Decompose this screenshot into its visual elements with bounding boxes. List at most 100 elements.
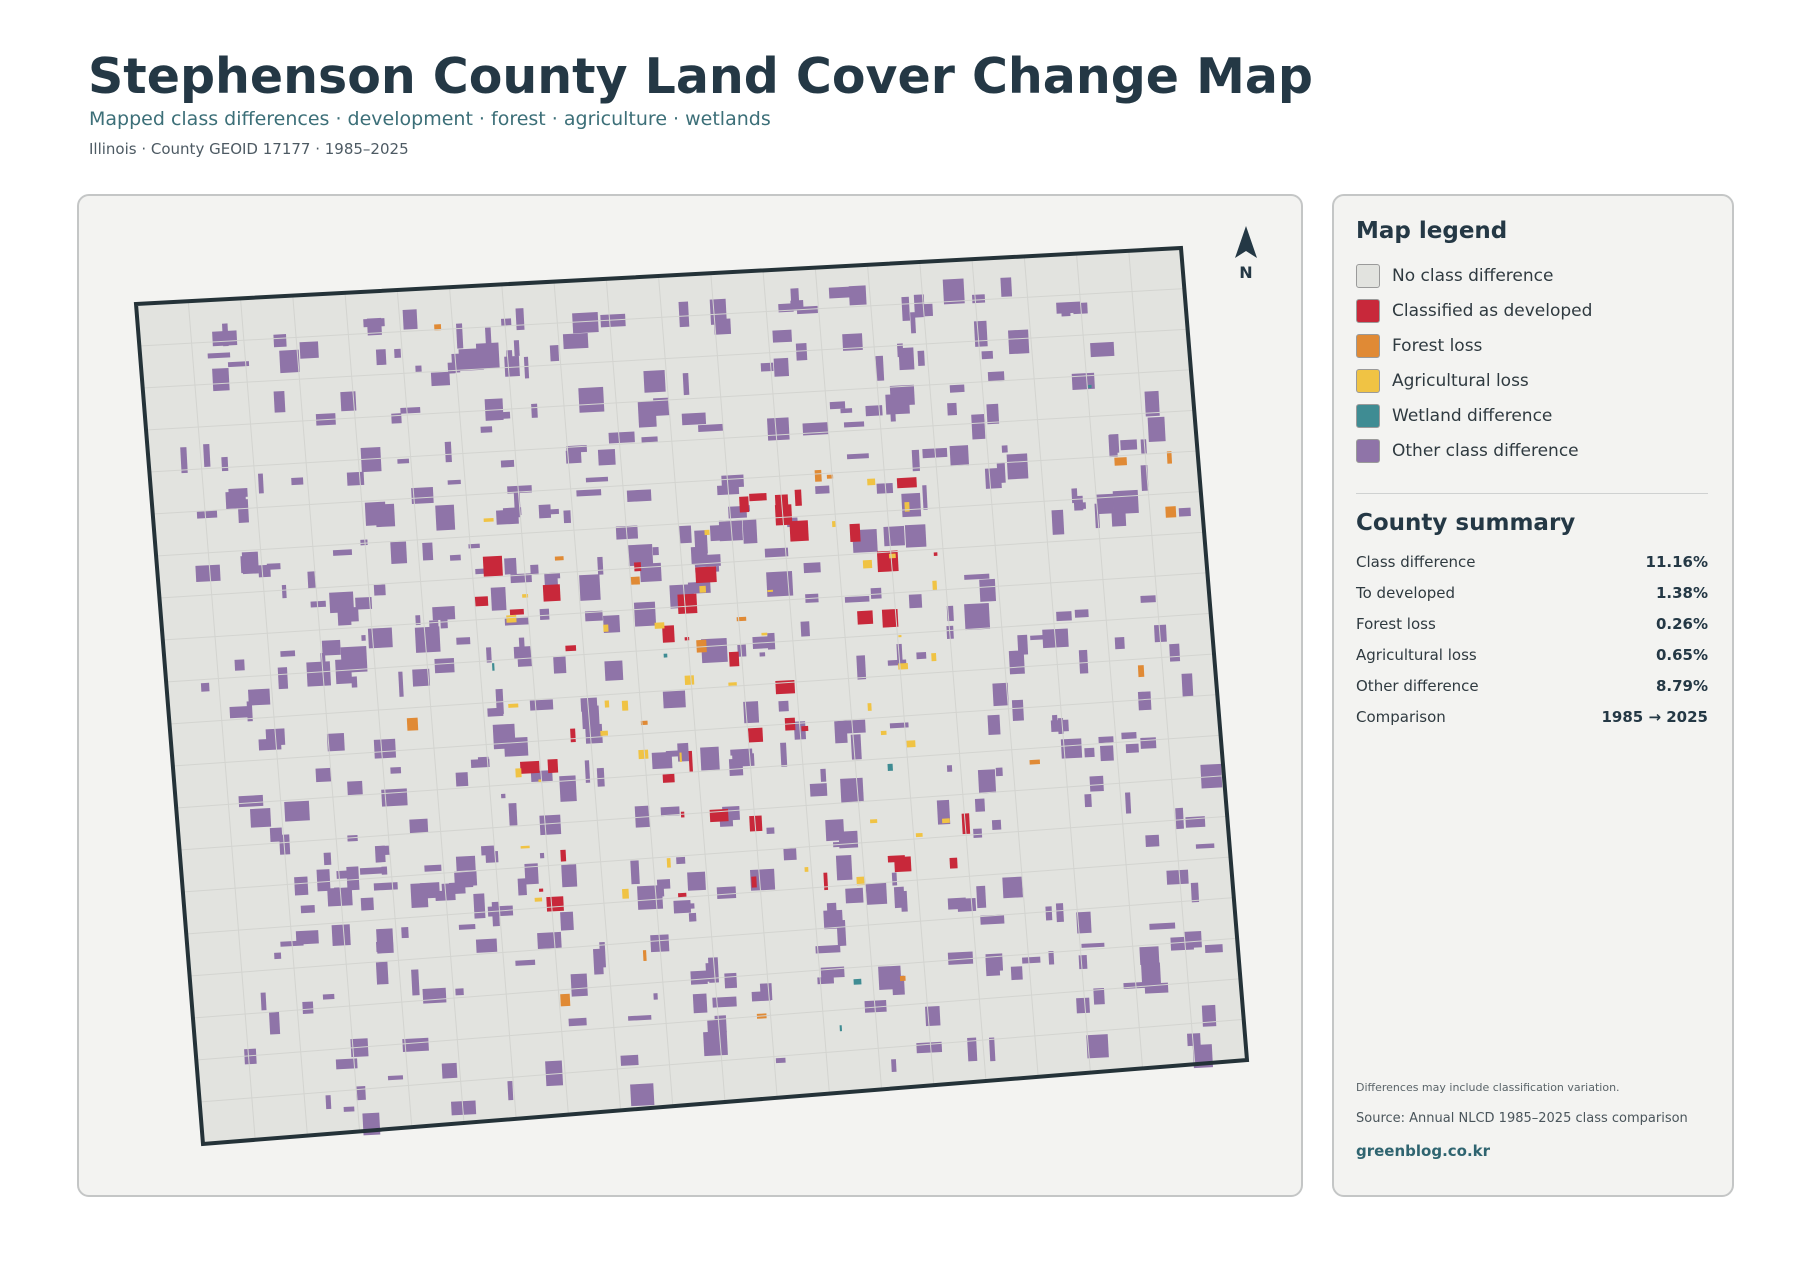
change-patch	[513, 340, 520, 357]
legend-item: Agricultural loss	[1356, 369, 1529, 393]
change-patch	[560, 993, 571, 1007]
change-patch	[229, 705, 250, 719]
change-patch	[742, 519, 758, 544]
change-patch	[626, 489, 652, 502]
change-patch	[1084, 794, 1092, 808]
change-patch	[307, 571, 317, 589]
change-patch	[709, 298, 727, 325]
change-patch	[867, 703, 872, 711]
change-patch	[1029, 759, 1041, 765]
change-patch	[477, 756, 489, 763]
change-patch	[412, 668, 431, 687]
change-patch	[359, 867, 383, 875]
change-patch	[1096, 493, 1115, 515]
change-patch	[581, 705, 600, 730]
change-patch	[890, 412, 896, 422]
change-patch	[1125, 792, 1132, 814]
change-patch	[244, 1048, 257, 1065]
change-patch	[974, 798, 986, 812]
change-patch	[774, 504, 793, 526]
change-patch	[719, 819, 734, 827]
link[interactable]: greenblog.co.kr	[1356, 1142, 1491, 1160]
change-patch	[584, 610, 603, 622]
summary-row: Forest loss 0.26%	[1356, 615, 1708, 633]
change-patch	[627, 544, 654, 567]
change-patch	[270, 1012, 279, 1020]
change-patch	[678, 525, 692, 544]
change-patch	[364, 501, 387, 526]
change-patch	[760, 362, 774, 372]
change-patch	[1154, 624, 1167, 643]
change-patch	[630, 576, 640, 585]
change-patch	[517, 878, 527, 896]
change-patch	[656, 879, 671, 890]
change-patch	[1140, 595, 1156, 603]
change-patch	[644, 887, 665, 898]
change-patch	[688, 750, 693, 772]
change-patch	[961, 813, 971, 835]
change-patch	[585, 476, 609, 483]
change-patch	[238, 794, 264, 808]
change-patch	[475, 938, 498, 953]
change-patch	[881, 608, 899, 628]
change-patch	[796, 305, 818, 315]
change-patch	[539, 852, 545, 859]
change-patch	[862, 559, 873, 569]
change-patch	[335, 659, 353, 685]
change-patch	[662, 773, 675, 783]
change-patch	[759, 652, 766, 657]
change-patch	[621, 700, 629, 711]
change-patch	[677, 593, 698, 614]
change-patch	[712, 996, 737, 1008]
change-patch	[766, 827, 775, 834]
change-patch	[1187, 1033, 1201, 1047]
change-patch	[783, 848, 797, 861]
change-patch	[415, 615, 421, 626]
change-patch	[865, 405, 883, 417]
change-patch	[458, 924, 476, 930]
change-patch	[518, 637, 526, 657]
change-patch	[933, 552, 938, 556]
change-patch	[539, 814, 562, 836]
meta: Illinois · County GEOID 17177 · 1985–202…	[89, 140, 409, 158]
legend-label: Other class difference	[1392, 441, 1579, 461]
change-patch	[600, 313, 626, 328]
change-patch	[597, 556, 604, 575]
change-patch	[972, 294, 986, 304]
change-patch	[964, 573, 990, 580]
change-patch	[688, 912, 697, 922]
change-patch	[728, 682, 737, 686]
change-patch	[234, 659, 245, 671]
change-patch	[980, 914, 1005, 925]
change-patch	[1078, 954, 1088, 970]
change-patch	[867, 478, 876, 486]
change-patch	[398, 671, 404, 697]
change-patch	[406, 717, 419, 731]
change-patch	[608, 431, 635, 444]
change-patch	[508, 703, 519, 708]
change-patch	[800, 621, 810, 637]
field-line	[1128, 250, 1196, 1065]
change-patch	[455, 855, 476, 872]
change-patch	[225, 491, 247, 509]
change-patch	[1109, 434, 1120, 454]
change-patch	[1140, 962, 1161, 985]
legend-item: Wetland difference	[1356, 404, 1552, 428]
change-patch	[483, 517, 494, 522]
change-patch	[480, 426, 493, 433]
change-patch	[273, 390, 286, 413]
change-patch	[840, 777, 864, 804]
change-patch	[440, 618, 448, 629]
change-patch	[876, 482, 894, 494]
change-patch	[523, 356, 530, 379]
legend-label: Classified as developed	[1392, 301, 1593, 321]
change-patch	[1137, 665, 1145, 678]
change-patch	[931, 652, 937, 662]
change-patch	[310, 600, 326, 608]
change-patch	[600, 730, 609, 736]
change-patch	[545, 1060, 564, 1087]
change-patch	[456, 637, 471, 645]
change-patch	[976, 885, 987, 909]
change-patch	[700, 746, 720, 771]
change-patch	[435, 504, 456, 531]
